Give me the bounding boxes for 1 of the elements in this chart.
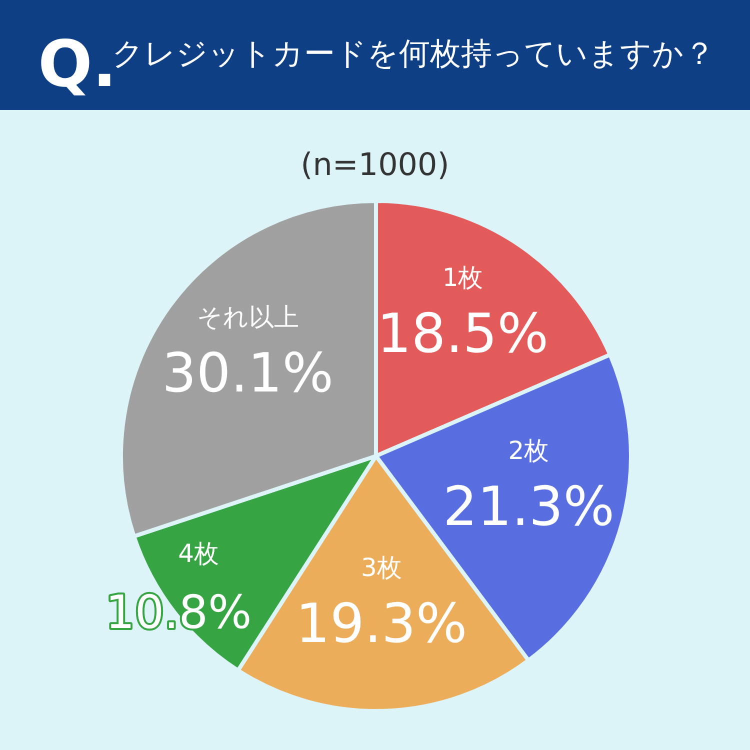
subtitle: (n=1000) <box>300 147 450 183</box>
